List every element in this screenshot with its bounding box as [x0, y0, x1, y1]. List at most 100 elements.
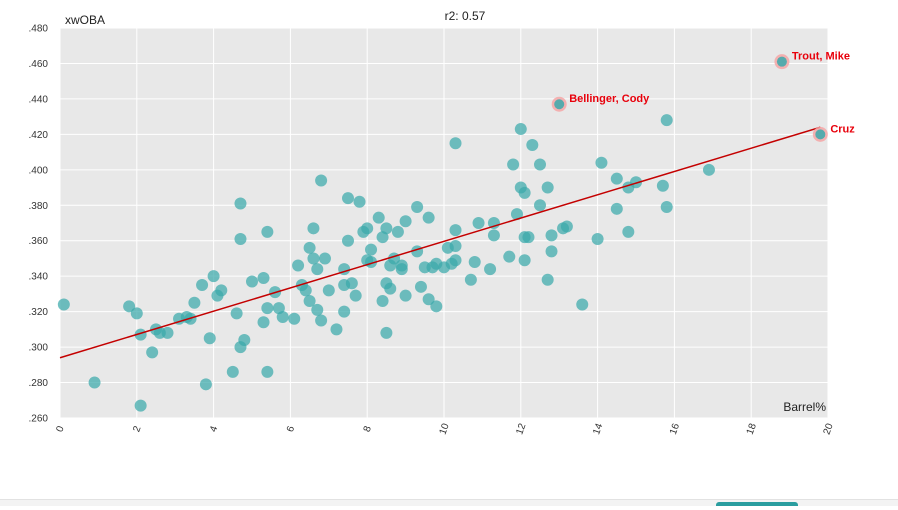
- data-point: [503, 250, 516, 263]
- data-point: [610, 172, 623, 185]
- data-point: [399, 289, 412, 302]
- data-point: [318, 252, 331, 265]
- data-point: [449, 254, 462, 267]
- data-point: [595, 156, 608, 169]
- data-point: [422, 211, 435, 224]
- x-tick-label: 8: [362, 424, 374, 433]
- x-tick-label: 18: [745, 422, 759, 437]
- y-tick-label: .400: [29, 165, 49, 176]
- data-point: [234, 197, 247, 210]
- data-point: [660, 114, 673, 127]
- data-point: [384, 282, 397, 295]
- data-point: [276, 310, 289, 323]
- data-point: [288, 312, 301, 325]
- highlighted-point: [776, 56, 787, 67]
- data-point: [610, 202, 623, 215]
- highlight-label: Cruz: [830, 123, 855, 135]
- data-point: [261, 365, 274, 378]
- y-tick-label: .300: [29, 343, 49, 354]
- data-point: [315, 174, 328, 187]
- data-point: [292, 259, 305, 272]
- data-point: [303, 241, 316, 254]
- data-point: [380, 326, 393, 339]
- data-point: [468, 256, 481, 268]
- y-tick-label: .280: [29, 378, 49, 389]
- trendline-group: [59, 126, 821, 359]
- data-point: [188, 296, 201, 309]
- data-point: [238, 334, 251, 346]
- data-point: [630, 176, 642, 189]
- data-point: [526, 139, 539, 151]
- highlight-label: Bellinger, Cody: [569, 93, 650, 105]
- data-point: [57, 298, 70, 311]
- data-point: [230, 307, 243, 320]
- data-point: [591, 232, 604, 245]
- data-point: [226, 365, 239, 378]
- trendline: [59, 126, 821, 359]
- y-tick-label: .380: [29, 201, 49, 212]
- data-point: [307, 222, 320, 235]
- y-tick-label: .320: [29, 307, 49, 318]
- data-point: [215, 284, 228, 297]
- x-tick-label: 0: [55, 424, 67, 433]
- data-point: [487, 229, 500, 242]
- data-point: [660, 201, 673, 214]
- data-point: [330, 323, 343, 336]
- data-point: [311, 263, 324, 276]
- data-point: [342, 234, 354, 247]
- chart-title: r2: 0.57: [445, 9, 486, 23]
- data-point: [464, 273, 477, 286]
- data-point: [576, 298, 589, 311]
- data-point: [322, 284, 335, 297]
- data-point: [702, 163, 715, 176]
- data-point: [541, 273, 554, 286]
- y-tick-label: .260: [29, 414, 49, 425]
- grid-lines: [59, 27, 829, 419]
- data-points: [57, 114, 715, 412]
- data-point: [518, 186, 531, 199]
- highlighted-point: [815, 129, 826, 140]
- data-point: [361, 222, 374, 235]
- data-point: [399, 215, 412, 228]
- data-point: [545, 229, 558, 242]
- x-tick-label: 12: [514, 422, 528, 437]
- data-point: [353, 195, 366, 208]
- data-point: [146, 346, 159, 359]
- highlighted-point: [554, 99, 565, 110]
- data-point: [130, 307, 143, 320]
- data-point: [299, 284, 312, 297]
- x-tick-label: 2: [131, 424, 143, 433]
- x-tick-label: 16: [668, 422, 682, 437]
- y-tick-label: .340: [29, 272, 49, 283]
- data-point: [123, 300, 136, 313]
- data-point: [203, 332, 216, 345]
- data-point: [449, 224, 462, 237]
- y-tick-label: .480: [29, 24, 49, 35]
- data-point: [514, 123, 527, 136]
- data-point: [307, 252, 320, 265]
- data-point: [246, 275, 258, 288]
- data-point: [365, 243, 378, 256]
- data-point: [422, 293, 435, 306]
- data-point: [411, 201, 424, 214]
- x-tick-label: 14: [591, 422, 605, 437]
- data-point: [349, 289, 362, 302]
- data-point: [518, 254, 531, 267]
- data-point: [88, 376, 101, 389]
- data-point: [376, 295, 389, 307]
- y-tick-label: .360: [29, 236, 49, 247]
- data-point: [560, 220, 573, 233]
- y-tick-label: .440: [29, 94, 49, 105]
- data-point: [534, 158, 546, 171]
- bottom-toolbar-strip: [0, 499, 898, 506]
- data-point: [622, 225, 635, 238]
- data-point: [507, 158, 520, 171]
- data-point: [656, 179, 669, 192]
- data-point: [545, 245, 558, 258]
- data-point: [257, 271, 270, 284]
- data-point: [345, 277, 358, 290]
- data-point: [449, 240, 462, 253]
- x-tick-label: 6: [285, 424, 297, 433]
- data-point: [414, 280, 427, 293]
